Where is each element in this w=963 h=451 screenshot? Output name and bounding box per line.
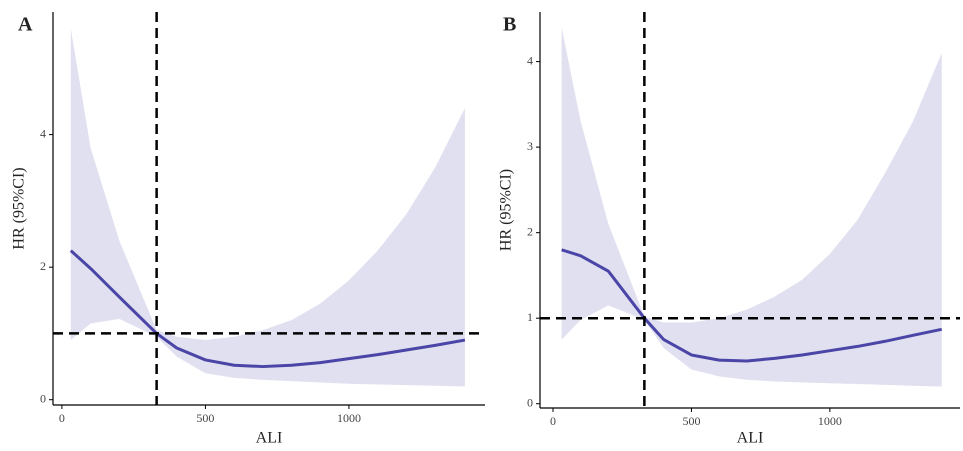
y-tick-label: 3: [527, 139, 533, 153]
y-axis-label: HR (95%CI): [11, 167, 28, 249]
y-tick-label: 4: [40, 126, 46, 140]
y-tick-label: 0: [40, 391, 46, 405]
hr-curve: [561, 248, 943, 363]
y-axis-label: HR (95%CI): [498, 169, 515, 251]
x-axis-label: ALI: [737, 430, 764, 447]
x-tick-label: 0: [59, 411, 65, 425]
x-tick-label: 1000: [818, 414, 842, 428]
panel-label: A: [18, 14, 33, 36]
ci-band: [70, 28, 465, 387]
panel-label: B: [503, 14, 516, 36]
y-tick-label: 2: [527, 224, 533, 238]
x-tick-label: 500: [682, 414, 700, 428]
y-tick-label: 2: [40, 259, 46, 273]
x-tick-label: 0: [550, 414, 556, 428]
y-tick-label: 0: [527, 395, 533, 409]
ci-band: [561, 27, 942, 387]
y-tick-label: 4: [527, 53, 533, 67]
y-tick-label: 1: [527, 310, 533, 324]
hr-curve: [69, 249, 466, 369]
x-tick-label: 500: [196, 411, 214, 425]
x-axis-label: ALI: [256, 430, 283, 447]
x-tick-label: 1000: [337, 411, 361, 425]
